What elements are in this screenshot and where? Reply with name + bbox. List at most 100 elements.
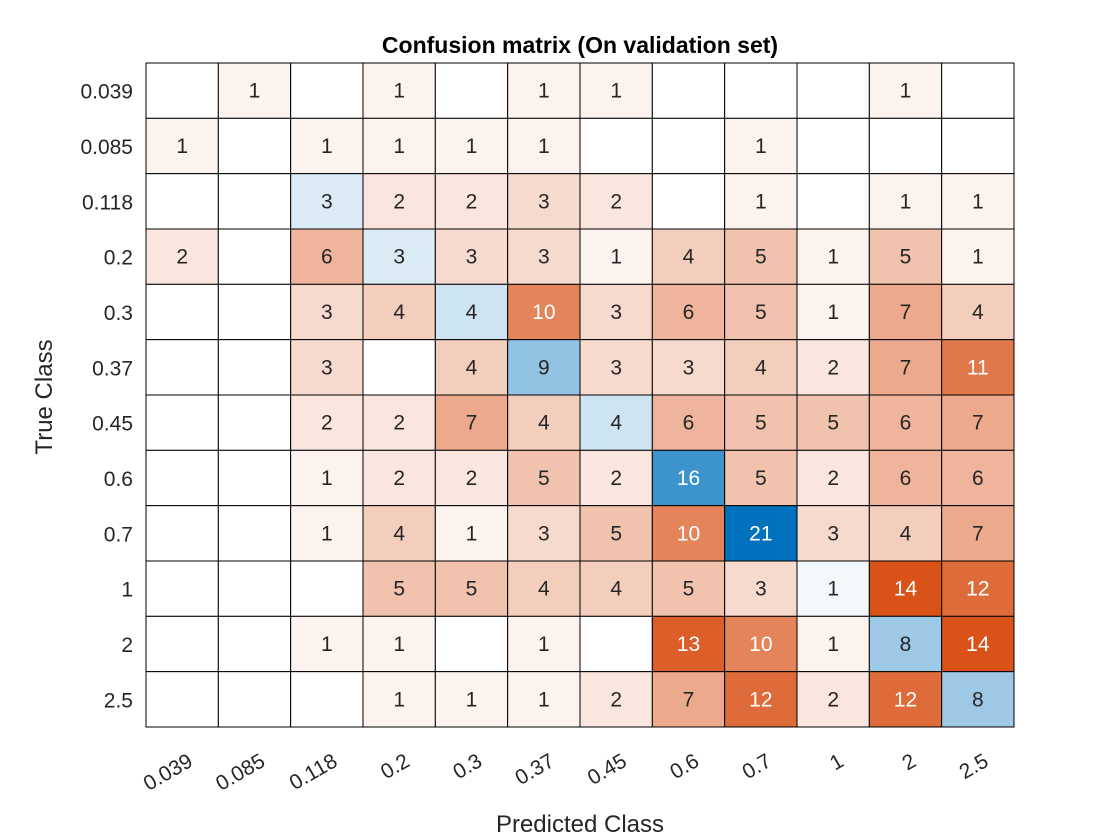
cell-value: 4 (393, 301, 405, 324)
matrix-cell (434, 560, 509, 617)
x-tick-label: 0.039 (140, 749, 197, 795)
cell-value: 3 (321, 190, 333, 213)
cell-value: 1 (321, 633, 333, 656)
cell-value: 6 (972, 467, 984, 490)
matrix-cell (579, 671, 653, 728)
matrix-cell (145, 62, 219, 119)
cell-value: 1 (466, 135, 478, 158)
matrix-cell (217, 671, 292, 728)
cell-value: 5 (755, 467, 767, 490)
matrix-cell (290, 283, 364, 341)
cell-value: 5 (755, 412, 767, 435)
y-tick-label: 0.039 (80, 81, 133, 104)
matrix-cell (868, 339, 943, 396)
cell-value: 3 (683, 356, 695, 379)
cell-value: 1 (538, 688, 550, 711)
matrix-cell (217, 283, 292, 341)
cell-value: 1 (538, 135, 550, 158)
cell-value: 2 (610, 688, 622, 711)
cell-value: 1 (321, 135, 333, 158)
cell-value: 1 (538, 633, 550, 656)
matrix-cell (579, 173, 653, 230)
cell-value: 5 (683, 578, 695, 601)
cell-value: 4 (610, 578, 622, 601)
matrix-cell (579, 560, 653, 617)
matrix-cell (507, 505, 581, 562)
y-tick-label: 0.3 (104, 302, 133, 325)
matrix-cell (724, 228, 798, 285)
y-tick-label: 0.45 (92, 413, 133, 436)
cell-value: 6 (683, 301, 695, 324)
matrix-cell (145, 117, 219, 175)
cell-value: 12 (966, 578, 989, 601)
matrix-cell (724, 560, 798, 617)
cell-value: 6 (683, 412, 695, 435)
x-tick-label: 0.6 (666, 749, 703, 784)
matrix-cell (434, 671, 509, 728)
matrix-cell (651, 173, 726, 230)
matrix-cell (434, 228, 509, 285)
cell-value: 4 (972, 301, 984, 324)
matrix-cell (796, 173, 870, 230)
y-tick-label: 0.7 (104, 523, 133, 546)
cell-value: 1 (393, 135, 405, 158)
cell-value: 1 (827, 301, 839, 324)
cell-value: 4 (538, 412, 550, 435)
cell-value: 5 (466, 578, 478, 601)
cell-value: 7 (900, 356, 912, 379)
matrix-cell (145, 283, 219, 341)
cell-value: 5 (755, 301, 767, 324)
matrix-cell (941, 671, 1015, 728)
cell-value: 4 (538, 578, 550, 601)
matrix-cell (579, 505, 653, 562)
matrix-cell (868, 560, 943, 617)
cell-value: 1 (900, 190, 912, 213)
cell-value: 10 (749, 633, 772, 656)
cell-value: 2 (466, 467, 478, 490)
cell-value: 2 (610, 190, 622, 213)
cell-value: 3 (321, 301, 333, 324)
matrix-cell (868, 615, 943, 673)
cell-value: 3 (755, 578, 767, 601)
cell-value: 8 (900, 633, 912, 656)
matrix-cell (362, 228, 436, 285)
cell-value: 1 (466, 522, 478, 545)
matrix-cell (724, 394, 798, 451)
cell-value: 6 (900, 412, 912, 435)
matrix-cell (145, 339, 219, 396)
matrix-cell (145, 228, 219, 285)
matrix-cell (217, 173, 292, 230)
cell-value: 13 (677, 633, 700, 656)
matrix-cell (941, 615, 1015, 673)
matrix-cell (868, 449, 943, 507)
cell-value: 1 (393, 80, 405, 103)
matrix-cell (217, 339, 292, 396)
matrix-cell (579, 615, 653, 673)
matrix-cell (868, 283, 943, 341)
cell-value: 1 (538, 80, 550, 103)
matrix-cell (651, 394, 726, 451)
x-tick-label: 0.7 (739, 749, 776, 784)
chart-title: Confusion matrix (On validation set) (382, 32, 778, 58)
matrix-cell (868, 228, 943, 285)
y-tick-label: 0.118 (82, 191, 133, 214)
matrix-cell (145, 449, 219, 507)
cell-value: 11 (967, 356, 989, 379)
cell-value: 1 (827, 246, 839, 269)
cell-value: 1 (827, 578, 839, 601)
matrix-cell (217, 117, 292, 175)
matrix-cell (651, 339, 726, 396)
matrix-cell (507, 615, 581, 673)
matrix-cell (579, 449, 653, 507)
matrix-cell (290, 671, 364, 728)
y-tick-label: 2.5 (104, 689, 133, 712)
cell-value: 1 (321, 467, 333, 490)
cell-value: 5 (755, 246, 767, 269)
matrix-cell (868, 173, 943, 230)
y-tick-label: 1 (121, 579, 133, 602)
matrix-cell (434, 615, 509, 673)
cell-value: 12 (749, 688, 772, 711)
matrix-cell (796, 505, 870, 562)
matrix-cell (507, 394, 581, 451)
cell-value: 5 (610, 522, 622, 545)
